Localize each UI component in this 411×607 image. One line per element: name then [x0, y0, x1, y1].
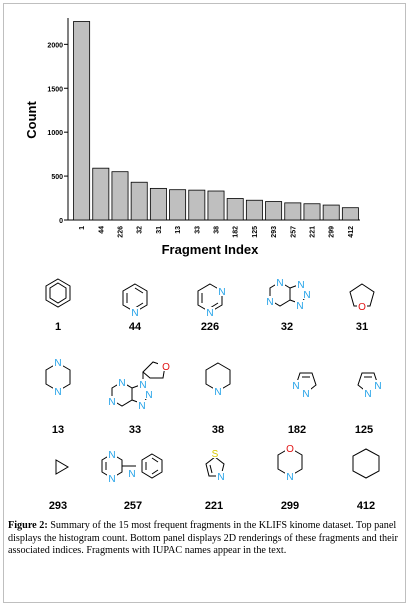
fragment-renderings: N N N N N N N N O N N N N N N N O N N N …: [45, 277, 383, 485]
fragment-index-label: 293: [48, 500, 68, 512]
atom-n: N: [266, 297, 273, 308]
fragment-index-label: 13: [51, 424, 65, 436]
bar-293: [265, 201, 283, 221]
atom-n: N: [145, 390, 152, 401]
bar-125: [245, 199, 263, 221]
bar-33: [188, 189, 206, 221]
y-tick-label: 500: [51, 174, 63, 181]
atom-nh: N: [128, 469, 135, 480]
x-tick-label: 221: [310, 226, 317, 238]
x-tick-label: 293: [271, 226, 278, 238]
bar-182: [226, 198, 244, 221]
x-tick-label: 125: [252, 226, 259, 238]
y-tick-label: 2000: [47, 42, 63, 49]
y-tick-label: 1000: [47, 130, 63, 137]
bar-13: [169, 189, 187, 221]
bar-226: [111, 171, 129, 221]
atom-n: N: [286, 472, 293, 483]
x-tick-label: 412: [348, 226, 355, 238]
fragment-index-label: 182: [287, 424, 307, 436]
x-tick-label: 13: [175, 226, 182, 234]
x-tick-label: 33: [194, 226, 201, 234]
x-tick-label: 257: [290, 226, 297, 238]
bar-412: [341, 207, 359, 221]
atom-n: N: [108, 450, 115, 461]
x-tick-label: 38: [214, 226, 221, 234]
atom-n: N: [374, 381, 381, 392]
atom-n: N: [54, 358, 61, 369]
y-tick-label: 0: [59, 218, 63, 225]
atom-n: N: [108, 474, 115, 485]
fragment-index-label: 31: [355, 321, 369, 333]
x-tick-label: 182: [233, 226, 240, 238]
atom-n: N: [218, 287, 225, 298]
atom-n: N: [138, 401, 145, 412]
fragment-index-label: 44: [128, 321, 142, 333]
x-tick-label: 299: [329, 226, 336, 238]
atom-n: N: [131, 308, 138, 319]
fragment-index-label: 226: [200, 321, 220, 333]
atom-n: N: [296, 301, 303, 312]
atom-n: N: [364, 389, 371, 400]
fragment-index-label: 257: [123, 500, 143, 512]
atom-o: O: [358, 302, 366, 313]
bar-221: [303, 203, 321, 221]
bar-31: [149, 187, 167, 221]
x-tick-label: 44: [98, 226, 105, 234]
fragment-index-label: 221: [204, 500, 224, 512]
caption-text: Summary of the 15 most frequent fragment…: [8, 520, 398, 556]
fragment-index-label: 299: [280, 500, 300, 512]
atom-n: N: [297, 280, 304, 291]
histogram-chart: 0 500 1000 1500 2000 1 44 226 32 31 13 33 38 182 125 2…: [24, 18, 360, 257]
atom-n: N: [206, 308, 213, 319]
fragment-1-benzene: [45, 278, 71, 308]
fragment-index-label: 32: [280, 321, 294, 333]
fragment-index-label: 33: [128, 424, 142, 436]
atom-o: O: [286, 444, 294, 455]
y-tick-label: 1500: [47, 86, 63, 93]
atom-n: N: [54, 387, 61, 398]
bar-1: [73, 21, 91, 221]
bar-38: [207, 190, 225, 221]
fragment-index-label: 38: [211, 424, 225, 436]
fragment-221-thiazole: [205, 456, 225, 477]
x-tick-label: 226: [118, 226, 125, 238]
atom-n: N: [214, 387, 221, 398]
bar-257: [284, 202, 302, 221]
bar-44: [92, 167, 110, 221]
atom-n: N: [276, 278, 283, 289]
atom-n: N: [139, 380, 146, 391]
figure-caption: Figure 2: Summary of the 15 most frequen…: [8, 520, 403, 558]
fragment-412-cyclohexane: [352, 448, 380, 479]
x-tick-label: 31: [156, 226, 163, 234]
x-tick-label: 1: [79, 226, 86, 230]
atom-n: N: [118, 378, 125, 389]
bar-32: [130, 181, 148, 221]
x-tick-label: 32: [137, 226, 144, 234]
fragment-293-cyclopropane: [55, 459, 69, 475]
atom-n: N: [302, 389, 309, 400]
y-axis-label: Count: [24, 101, 39, 139]
atom-s: S: [212, 449, 219, 460]
fragment-index-label: 412: [356, 500, 376, 512]
bar-299: [322, 204, 340, 221]
fragment-index-label: 125: [354, 424, 374, 436]
atom-n: N: [108, 397, 115, 408]
figure-frame: [3, 3, 406, 603]
atom-o: O: [162, 362, 170, 373]
atom-n: N: [292, 381, 299, 392]
caption-label: Figure 2:: [8, 520, 48, 531]
fragment-index-label: 1: [54, 321, 62, 333]
atom-n: N: [303, 290, 310, 301]
atom-n: N: [217, 472, 224, 483]
x-axis-label: Fragment Index: [162, 242, 260, 257]
